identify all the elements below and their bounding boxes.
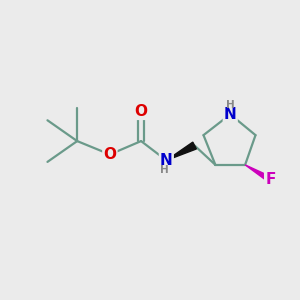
Text: O: O bbox=[103, 147, 116, 162]
Text: O: O bbox=[135, 104, 148, 119]
Polygon shape bbox=[166, 142, 196, 160]
Text: N: N bbox=[224, 107, 237, 122]
Text: H: H bbox=[226, 100, 235, 110]
Text: H: H bbox=[160, 165, 169, 175]
Text: N: N bbox=[160, 153, 173, 168]
Text: F: F bbox=[265, 172, 276, 187]
Polygon shape bbox=[245, 165, 272, 182]
